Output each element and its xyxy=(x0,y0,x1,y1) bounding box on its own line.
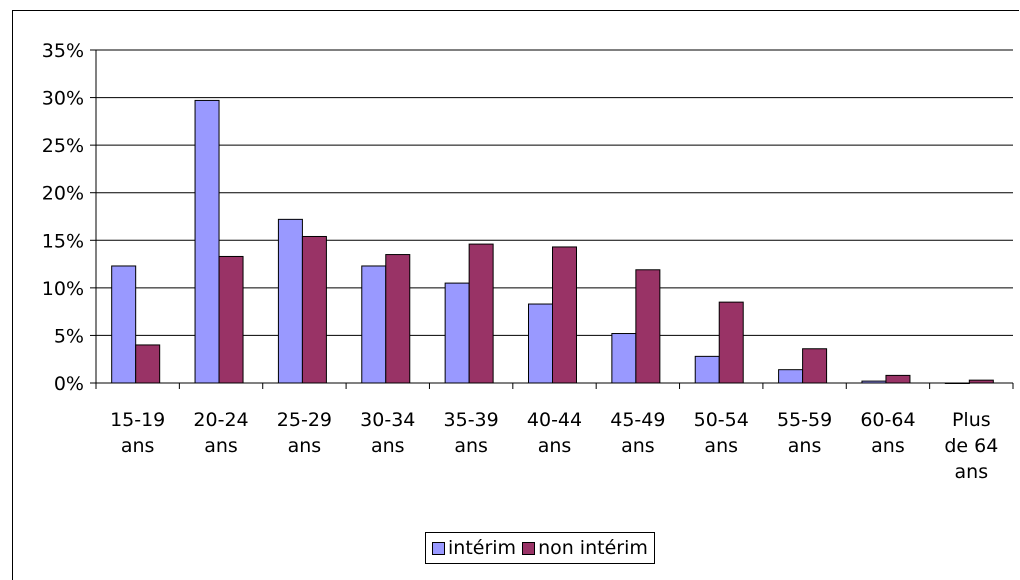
x-tick-label: 60-64 xyxy=(860,409,915,431)
x-tick-label: ans xyxy=(788,435,822,457)
x-tick-label: ans xyxy=(871,435,905,457)
x-tick-label: ans xyxy=(621,435,655,457)
legend-entry: non intérim xyxy=(522,537,648,559)
bar-non-interim xyxy=(635,269,661,384)
y-tick-label: 20% xyxy=(42,183,84,205)
bar-non-interim xyxy=(718,301,744,384)
bar-non-interim xyxy=(135,344,161,384)
x-tick-label: ans xyxy=(371,435,405,457)
x-tick-label: Plus xyxy=(952,409,991,431)
legend-swatch xyxy=(522,541,536,555)
x-tick-label: de 64 xyxy=(944,435,998,457)
x-tick-label: ans xyxy=(704,435,738,457)
legend-swatch xyxy=(432,541,445,555)
x-tick-label: 20-24 xyxy=(193,409,248,431)
chart-legend: intérim non intérim xyxy=(425,532,655,564)
y-tick-label: 10% xyxy=(42,278,84,300)
x-tick-label: ans xyxy=(538,435,572,457)
bar-interim xyxy=(694,355,720,384)
legend-entry: intérim xyxy=(432,537,516,559)
bar-non-interim xyxy=(385,254,411,384)
bar-non-interim xyxy=(301,235,327,384)
legend-label: intérim xyxy=(448,537,517,559)
x-tick-label: 35-39 xyxy=(444,409,499,431)
x-tick-label: ans xyxy=(454,435,488,457)
bar-non-interim xyxy=(218,255,244,384)
x-tick-label: 30-34 xyxy=(360,409,415,431)
bar-interim xyxy=(778,369,804,384)
bar-non-interim xyxy=(802,348,828,384)
y-tick-label: 30% xyxy=(42,88,84,110)
x-tick-label: ans xyxy=(288,435,322,457)
y-tick-label: 25% xyxy=(42,135,84,157)
bar-interim xyxy=(277,218,303,384)
x-tick-label: 55-59 xyxy=(777,409,832,431)
x-tick-label: ans xyxy=(204,435,238,457)
legend-label: non intérim xyxy=(538,537,648,559)
chart-frame xyxy=(12,10,1019,580)
bar-interim xyxy=(361,265,387,384)
x-tick-label: 45-49 xyxy=(610,409,665,431)
bar-interim xyxy=(111,265,137,384)
bar-interim xyxy=(611,333,637,384)
y-tick-label: 15% xyxy=(42,230,84,252)
x-tick-label: ans xyxy=(955,461,989,483)
bar-interim xyxy=(194,99,220,384)
x-tick-label: 25-29 xyxy=(277,409,332,431)
x-tick-label: 40-44 xyxy=(527,409,582,431)
y-tick-label: 5% xyxy=(54,325,84,347)
bar-interim xyxy=(444,282,470,384)
bar-non-interim xyxy=(885,374,911,384)
y-tick-label: 0% xyxy=(54,373,84,395)
x-tick-label: 15-19 xyxy=(110,409,165,431)
bar-non-interim xyxy=(468,243,494,384)
x-tick-label: ans xyxy=(121,435,155,457)
bar-interim xyxy=(528,303,553,384)
x-tick-label: 50-54 xyxy=(694,409,749,431)
bar-non-interim xyxy=(552,246,577,384)
y-tick-label: 35% xyxy=(42,40,84,62)
